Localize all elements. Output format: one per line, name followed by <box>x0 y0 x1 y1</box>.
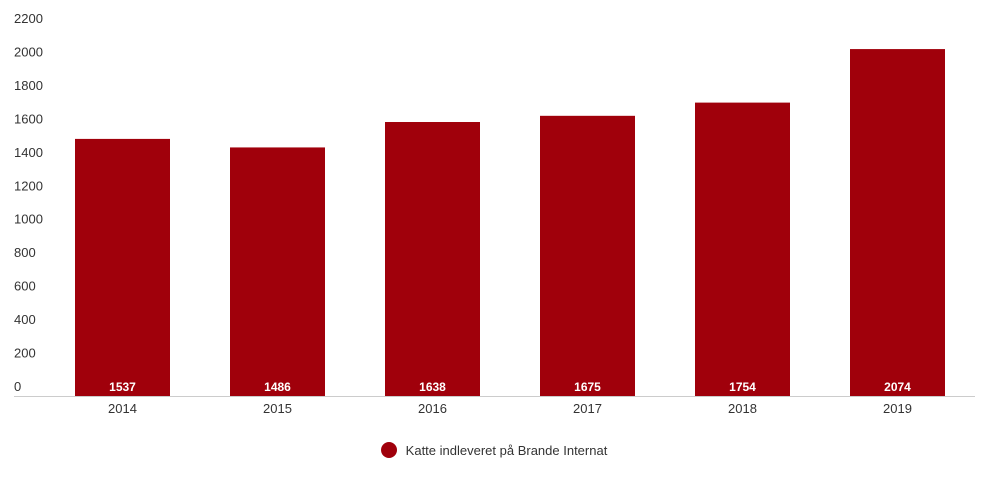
x-tick-label: 2014 <box>108 401 137 416</box>
y-axis: 0 200 400 600 800 1000 1200 1400 1600 1800 2000 220… <box>14 11 43 394</box>
legend-swatch-icon <box>380 442 397 458</box>
bar-2016[interactable] <box>385 122 480 397</box>
bar-2015[interactable] <box>230 147 325 396</box>
y-tick-label: 2000 <box>14 44 43 59</box>
bar-2014[interactable] <box>75 138 170 396</box>
bar-2018[interactable] <box>695 102 790 396</box>
bars <box>75 49 945 397</box>
data-labels: 1537 1486 1638 1675 1754 2074 <box>109 380 911 394</box>
data-label-2019: 2074 <box>884 380 911 394</box>
legend-label: Katte indleveret på Brande Internat <box>405 442 608 458</box>
y-tick-label: 1600 <box>14 111 43 126</box>
y-tick-label: 2200 <box>14 11 43 26</box>
x-tick-label: 2019 <box>883 401 912 416</box>
bar-2017[interactable] <box>540 115 635 397</box>
legend-item[interactable]: Katte indleveret på Brande Internat <box>380 442 608 458</box>
data-label-2017: 1675 <box>574 380 601 394</box>
y-tick-label: 1400 <box>14 145 43 160</box>
y-tick-label: 200 <box>14 346 36 361</box>
y-tick-label: 0 <box>14 379 21 394</box>
y-tick-label: 1000 <box>14 212 43 227</box>
y-tick-label: 1800 <box>14 78 43 93</box>
data-label-2016: 1638 <box>419 380 446 394</box>
x-axis: 2014 2015 2016 2017 2018 2019 <box>14 396 975 416</box>
y-tick-label: 400 <box>14 312 36 327</box>
data-label-2018: 1754 <box>729 380 756 394</box>
y-tick-label: 800 <box>14 245 36 260</box>
x-tick-label: 2018 <box>728 401 757 416</box>
data-label-2015: 1486 <box>264 380 291 394</box>
y-tick-label: 600 <box>14 279 36 294</box>
x-tick-label: 2015 <box>263 401 292 416</box>
y-tick-label: 1200 <box>14 178 43 193</box>
x-tick-label: 2016 <box>418 401 447 416</box>
legend: Katte indleveret på Brande Internat <box>0 442 988 463</box>
data-label-2014: 1537 <box>109 380 136 394</box>
bar-2019[interactable] <box>850 49 945 397</box>
x-tick-label: 2017 <box>573 401 602 416</box>
